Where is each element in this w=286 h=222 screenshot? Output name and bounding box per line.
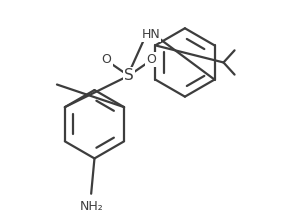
Text: NH₂: NH₂ xyxy=(79,200,103,214)
Text: HN: HN xyxy=(141,28,160,41)
Text: O: O xyxy=(146,53,156,66)
Text: O: O xyxy=(102,53,112,66)
Text: S: S xyxy=(124,68,134,83)
